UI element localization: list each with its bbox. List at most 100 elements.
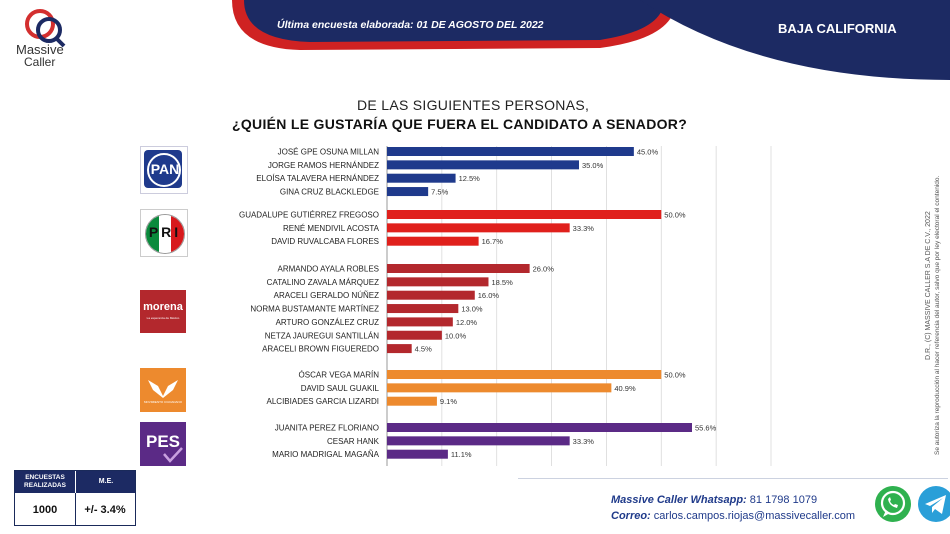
whatsapp-number: 81 1798 1079 [749, 494, 818, 506]
stats-header-1: ENCUESTAS REALIZADAS [15, 471, 75, 493]
value-label: 11.1% [451, 450, 472, 459]
value-label: 50.0% [664, 371, 686, 380]
bar [387, 210, 662, 219]
contact-whatsapp: Massive Caller Whatsapp: 81 1798 1079 [611, 494, 817, 506]
bar [387, 330, 442, 340]
candidate-label: ARACELI BROWN FIGUEREDO [262, 345, 379, 354]
pri-label: PRI [148, 224, 182, 240]
value-label: 45.0% [637, 148, 659, 157]
value-label: 12.0% [456, 318, 478, 327]
value-label: 13.0% [461, 305, 483, 314]
candidate-label: GINA CRUZ BLACKLEDGE [280, 188, 379, 197]
telegram-icon[interactable] [916, 484, 950, 524]
candidate-label: DAVID RUVALCABA FLORES [271, 237, 379, 246]
survey-date-line: Última encuesta elaborada: 01 DE AGOSTO … [277, 19, 544, 31]
bar [387, 436, 570, 446]
morena-sublabel: La esperanza de México [146, 316, 180, 320]
whatsapp-label: Massive Caller Whatsapp: [611, 494, 747, 506]
header-background [232, 0, 950, 80]
survey-label: Última encuesta elaborada: [277, 19, 414, 31]
brand-name-line2: Caller [24, 55, 56, 69]
value-label: 10.0% [445, 331, 467, 340]
value-label: 7.5% [431, 188, 448, 197]
pan-logo: PAN [140, 146, 188, 194]
label-layer: JOSÉ GPE OSUNA MILLAN 45.0% JORGE RAMOS HE… [239, 148, 717, 460]
pan-label: PAN [150, 161, 180, 177]
candidate-label: DAVID SAUL GUAKIL [301, 384, 380, 393]
bar [387, 223, 570, 233]
bar [387, 147, 634, 156]
value-label: 33.3% [573, 437, 595, 446]
bar-layer [387, 147, 693, 459]
stats-table: ENCUESTAS REALIZADAS M.E. 1000 +/- 3.4% [14, 470, 136, 526]
value-label: 33.3% [573, 224, 595, 233]
region-banner [640, 0, 950, 80]
bar [387, 173, 456, 183]
candidate-label: NORMA BUSTAMANTE MARTÍNEZ [250, 305, 379, 314]
whatsapp-icon[interactable] [873, 484, 913, 524]
bar [387, 370, 662, 379]
email-label: Correo: [611, 510, 651, 522]
brand-name-line1: Massive [16, 42, 64, 57]
candidate-label: JUANITA PEREZ FLORIANO [275, 424, 379, 433]
value-label: 40.9% [614, 384, 636, 393]
stats-col2-value: +/- 3.4% [84, 504, 126, 516]
bar [387, 187, 429, 197]
bar [387, 304, 459, 314]
massive-caller-logo-icon [25, 9, 66, 48]
value-label: 4.5% [415, 345, 432, 354]
stats-col2-header: M.E. [98, 478, 114, 485]
value-label: 18.5% [491, 278, 513, 287]
candidate-label: GUADALUPE GUTIÉRREZ FREGOSO [239, 211, 379, 220]
value-label: 9.1% [440, 397, 457, 406]
footer-divider [518, 478, 948, 479]
candidate-label: RENÉ MENDIVIL ACOSTA [283, 224, 380, 233]
candidate-label: ARACELI GERALDO NÚÑEZ [274, 291, 379, 300]
bar [387, 290, 475, 300]
candidate-label: JORGE RAMOS HERNÁNDEZ [268, 161, 379, 170]
value-label: 16.7% [482, 237, 504, 246]
candidate-label: MARIO MADRIGAL MAGAÑA [272, 450, 379, 459]
bar [387, 277, 489, 287]
candidate-label: ÓSCAR VEGA MARÍN [299, 371, 380, 380]
stats-col1-value: 1000 [32, 504, 58, 516]
mc-logo: MOVIMIENTO CIUDADANO [140, 368, 186, 412]
value-label: 16.0% [478, 291, 500, 300]
question-line1: DE LAS SIGUIENTES PERSONAS, [357, 97, 590, 113]
morena-logo: morena La esperanza de México [140, 290, 186, 333]
email-address[interactable]: carlos.campos.riojas@massivecaller.com [653, 510, 856, 522]
value-label: 55.6% [695, 424, 717, 433]
bar [387, 449, 448, 459]
stats-header-2: M.E. [75, 471, 135, 493]
candidate-label: CATALINO ZAVALA MÁRQUEZ [267, 278, 379, 287]
bar [387, 344, 412, 354]
header-navy-banner [244, 0, 664, 42]
survey-date: 01 DE AGOSTO DEL 2022 [416, 19, 544, 31]
bar [387, 160, 579, 170]
value-label: 12.5% [459, 174, 481, 183]
pri-logo: PRI [140, 209, 188, 257]
candidate-label: ARMANDO AYALA ROBLES [277, 265, 379, 274]
candidate-label: ALCIBIADES GARCIA LIZARDI [267, 397, 379, 406]
candidate-label: ELOÍSA TALAVERA HERNÁNDEZ [256, 174, 379, 183]
stats-divider [75, 493, 76, 525]
eagle-icon [148, 380, 178, 398]
pes-label: PES [145, 432, 181, 451]
region-title: BAJA CALIFORNIA [778, 21, 897, 36]
grid-layer [386, 146, 772, 466]
bar [387, 383, 612, 393]
value-label: 26.0% [533, 265, 555, 274]
value-label: 35.0% [582, 161, 604, 170]
morena-label: morena [143, 301, 183, 313]
candidate-label: CESAR HANK [327, 437, 380, 446]
pes-logo: PES [140, 422, 186, 466]
stats-col1-header: ENCUESTAS REALIZADAS [24, 474, 66, 489]
contact-email: Correo: carlos.campos.riojas@massivecall… [611, 510, 855, 522]
bar [387, 317, 453, 327]
bar [387, 396, 437, 406]
mc-label: MOVIMIENTO CIUDADANO [143, 400, 183, 404]
bar [387, 423, 693, 432]
candidate-label: NETZA JAUREGUI SANTILLÁN [265, 331, 379, 340]
candidate-label: ARTURO GONZÁLEZ CRUZ [276, 318, 380, 327]
